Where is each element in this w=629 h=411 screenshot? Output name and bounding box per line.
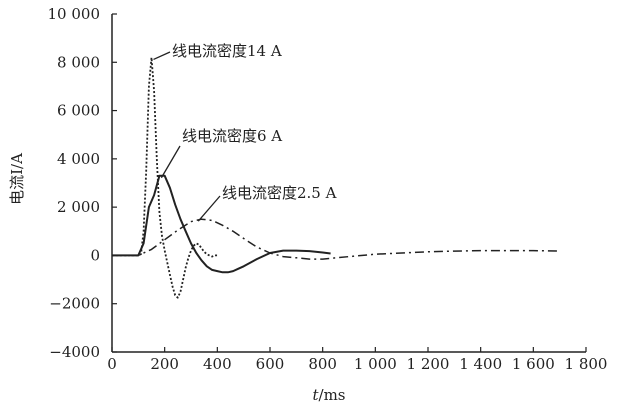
- x-tick-label: 600: [256, 355, 285, 373]
- x-tick-label: 0: [107, 355, 117, 373]
- y-tick-label: −2000: [49, 295, 100, 313]
- annotation-label-0: 线电流密度14 A: [172, 42, 282, 60]
- x-ticks: 0 200 400 600 800 1 000 1 200 1 400 1 600 1 800: [107, 347, 607, 373]
- series-layer: [112, 56, 560, 299]
- series-line-2: [112, 218, 560, 260]
- annotation-leader-2: [197, 195, 221, 222]
- x-tick-label: 1 400: [459, 355, 502, 373]
- y-tick-label: 4 000: [57, 150, 100, 168]
- x-tick-label: 1 600: [512, 355, 555, 373]
- x-tick-label: 1 200: [407, 355, 450, 373]
- annotation-layer: 线电流密度14 A 线电流密度6 A 线电流密度2.5 A: [153, 42, 337, 222]
- y-tick-label: 2 000: [57, 198, 100, 216]
- y-tick-label: 0: [90, 246, 100, 264]
- axes: [111, 14, 586, 353]
- x-tick-label: 800: [308, 355, 337, 373]
- y-axis-title: 电流I/A: [8, 153, 26, 205]
- series-line-1: [112, 174, 331, 274]
- annotation-label-1: 线电流密度6 A: [182, 127, 282, 145]
- x-tick-label: 200: [150, 355, 179, 373]
- y-tick-label: −4000: [49, 343, 100, 361]
- y-tick-label: 8 000: [57, 53, 100, 71]
- x-axis-title-unit: /ms: [319, 386, 346, 404]
- annotation-leader-1: [160, 145, 181, 179]
- x-tick-label: 1 800: [565, 355, 608, 373]
- y-tick-label: 10 000: [48, 5, 101, 23]
- x-tick-label: 400: [203, 355, 232, 373]
- x-axis-title-variable: t: [312, 386, 319, 404]
- y-tick-label: 6 000: [57, 102, 100, 120]
- annotation-label-2: 线电流密度2.5 A: [222, 184, 337, 202]
- x-axis-title: t/ms: [312, 386, 345, 404]
- annotation-leader-0: [153, 51, 171, 61]
- x-tick-label: 1 000: [354, 355, 397, 373]
- y-ticks: −4000 −2000 0 2 000 4 000 6 000 8 000 10 000: [48, 5, 117, 361]
